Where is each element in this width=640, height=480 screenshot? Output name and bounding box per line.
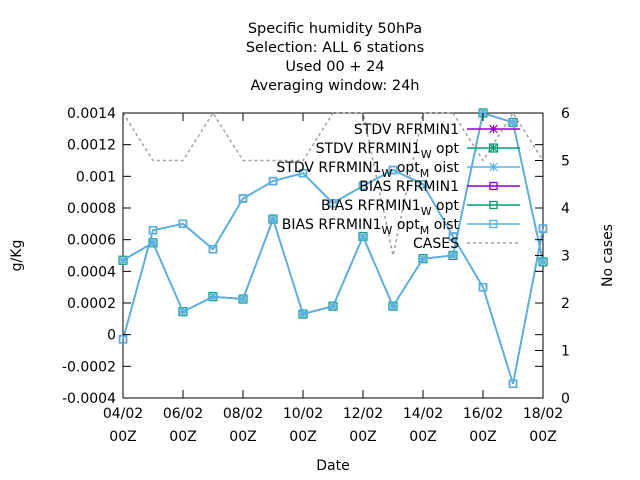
y2-tick-label: 5 (561, 154, 570, 170)
y-tick-label: 0 (107, 328, 116, 344)
y-tick-label: 0.0014 (67, 106, 116, 122)
x-tick-label-date: 12/02 (343, 406, 383, 422)
y-tick-label: 0.0012 (67, 138, 116, 154)
series-line (122, 169, 544, 384)
series-5 (118, 165, 548, 388)
legend-marker (489, 162, 498, 172)
chart-title-line: Specific humidity 50hPa (248, 21, 422, 37)
x-tick-label-date: 18/02 (523, 406, 563, 422)
data-point (508, 379, 518, 388)
data-point (418, 254, 428, 264)
data-point (448, 232, 458, 241)
x-tick-label-hour: 00Z (469, 429, 496, 445)
legend-label: BIAS RFRMIN1W opt (321, 198, 460, 218)
data-point (418, 180, 428, 189)
data-point (208, 245, 218, 254)
series-2 (118, 108, 548, 319)
legend-label: BIAS RFRMIN1W optM oist (282, 217, 460, 237)
y-axis-right: 0 1 2 3 4 5 6 (535, 106, 570, 407)
data-point (388, 301, 398, 311)
x-axis-label: Date (316, 458, 349, 474)
x-tick-label-date: 10/02 (283, 406, 323, 422)
data-point (508, 118, 518, 127)
data-point (178, 219, 188, 228)
y2-tick-label: 6 (561, 106, 570, 122)
chart-title-line: Used 00 + 24 (285, 59, 384, 75)
y-tick-label: -0.0004 (62, 391, 116, 407)
data-point (148, 226, 158, 235)
y2-tick-label: 3 (561, 249, 570, 265)
y-tick-label: -0.0002 (62, 359, 116, 375)
legend-label: BIAS RFRMIN1 (359, 179, 459, 195)
data-point (358, 232, 368, 241)
data-point (178, 307, 188, 317)
x-axis: 04/02 00Z 06/02 00Z 08/02 00Z 10/02 00Z 12/02 00Z… (103, 113, 563, 445)
chart-title-line: Averaging window: 24h (250, 78, 419, 94)
legend-marker (489, 200, 498, 210)
data-point (118, 335, 128, 344)
x-tick-label-hour: 00Z (289, 429, 316, 445)
data-point (238, 194, 248, 203)
data-point (268, 176, 278, 186)
x-tick-label-date: 08/02 (223, 406, 263, 422)
data-point (388, 165, 398, 175)
series-layer (118, 108, 548, 388)
chart-title: Specific humidity 50hPa Selection: ALL 6 … (246, 21, 424, 94)
data-point (538, 224, 548, 233)
x-tick-label-hour: 00Z (109, 429, 136, 445)
y2-tick-label: 0 (561, 391, 570, 407)
series-line (122, 111, 544, 256)
legend-label: STDV RFRMIN1 (354, 122, 459, 138)
x-tick-label-date: 06/02 (163, 406, 203, 422)
data-point (238, 294, 248, 304)
legend-marker (489, 124, 498, 134)
data-point (328, 199, 338, 208)
data-point (328, 301, 338, 311)
y-tick-label: 0.001 (76, 169, 116, 185)
data-point (208, 292, 218, 302)
data-point (478, 283, 488, 292)
legend-label: CASES (413, 236, 459, 252)
y-tick-label: 0.0004 (67, 264, 116, 280)
legend-marker (488, 143, 499, 153)
x-tick-label-hour: 00Z (169, 429, 196, 445)
x-tick-label-hour: 00Z (229, 429, 256, 445)
x-tick-label-date: 16/02 (463, 406, 503, 422)
series-6 (122, 111, 544, 256)
y2-tick-label: 2 (561, 296, 570, 312)
y2-tick-label: 4 (561, 201, 570, 217)
y-axis-left: -0.0004 -0.0002 0 0.0002 0.0004 0.0006 0.0008 0… (62, 106, 543, 407)
data-point (268, 214, 278, 224)
data-point (448, 251, 458, 260)
y-tick-label: 0.0008 (67, 201, 116, 217)
data-point (538, 257, 548, 267)
y-tick-label: 0.0002 (67, 296, 116, 312)
x-tick-label-date: 04/02 (103, 406, 143, 422)
legend-label: STDV RFRMIN1W opt (316, 141, 460, 161)
data-point (148, 238, 158, 248)
data-point (118, 255, 128, 265)
data-point (298, 169, 308, 178)
x-tick-label-hour: 00Z (409, 429, 436, 445)
y-axis-label: g/Kg (9, 240, 25, 272)
y2-axis-label: No cases (600, 224, 616, 287)
legend-marker (489, 219, 498, 229)
x-tick-label-date: 14/02 (403, 406, 443, 422)
legend-label: STDV RFRMIN1W optM oist (276, 160, 459, 180)
chart-title-line: Selection: ALL 6 stations (246, 40, 424, 56)
legend-marker (489, 181, 498, 191)
y-tick-label: 0.0006 (67, 233, 116, 249)
x-tick-label-hour: 00Z (529, 429, 556, 445)
data-point (358, 181, 368, 190)
y2-tick-label: 1 (561, 344, 570, 360)
x-tick-label-hour: 00Z (349, 429, 376, 445)
data-point (298, 309, 308, 319)
